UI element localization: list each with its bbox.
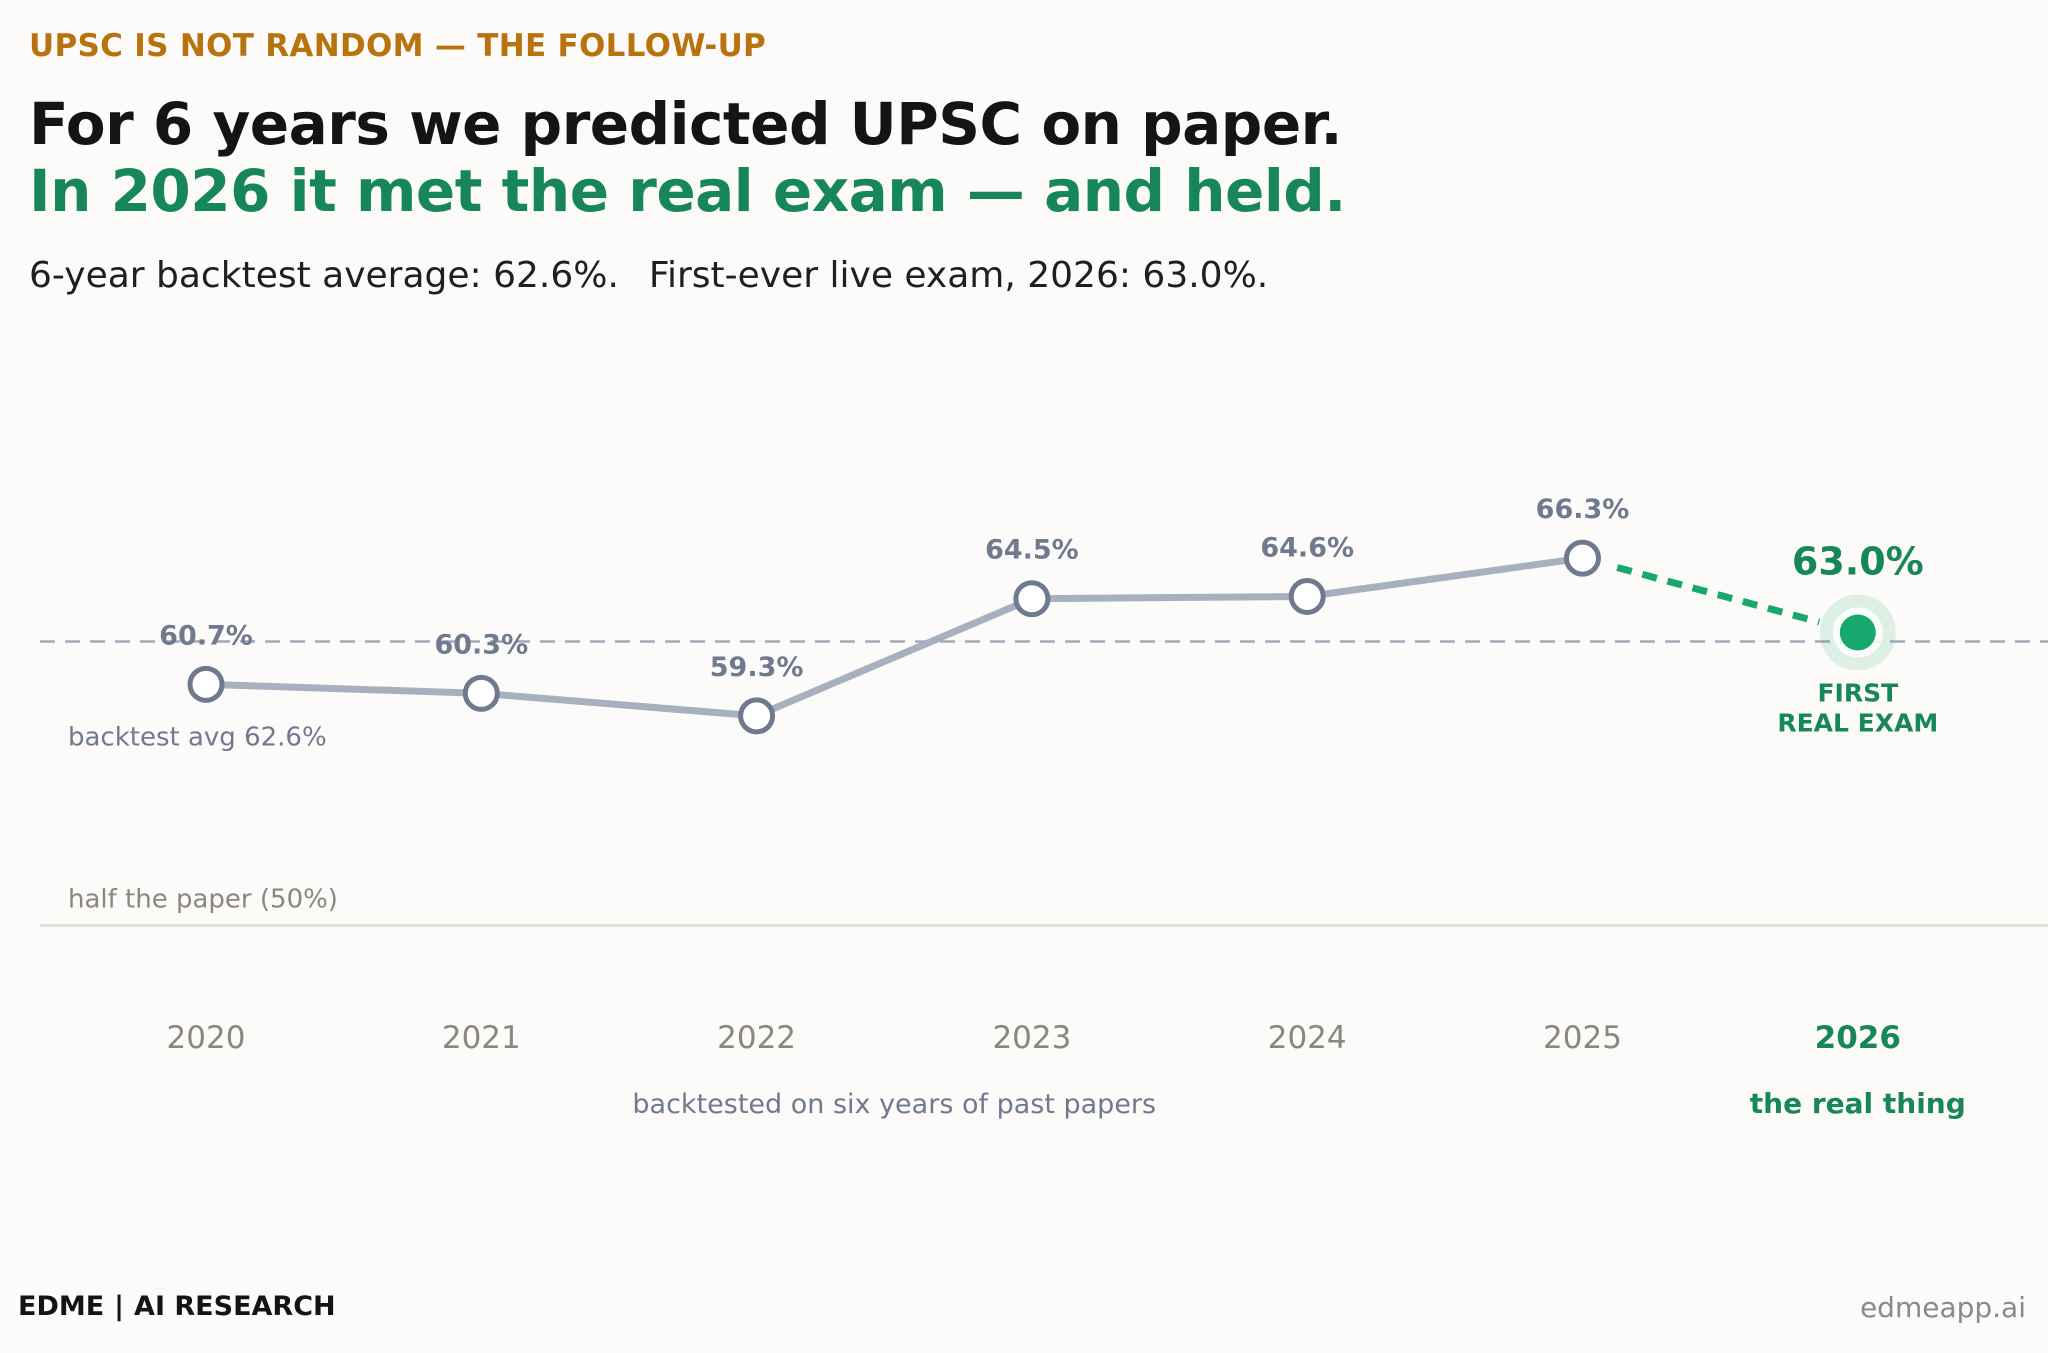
x-tick-2023: 2023 [992,1020,1071,1056]
live-exam-connector [1616,564,1821,626]
subtitle-backtest-average: 6-year backtest average: 62.6%. [29,255,619,296]
live-point-2026 [1839,614,1876,651]
subtitle-live-exam: First-ever live exam, 2026: 63.0%. [648,255,1269,296]
x-tick-2026: 2026 [1815,1020,1901,1056]
brand-team: AI RESEARCH [134,1291,336,1322]
brand-name: EDME [18,1291,105,1322]
value-label-2026: 63.0% [1792,539,1924,583]
first-real-exam-label-line-1: FIRST [1817,678,1898,707]
x-tick-2025: 2025 [1543,1020,1622,1056]
x-tick-2020: 2020 [167,1020,246,1056]
backtest-series-line [202,554,1586,720]
x-tick-2022: 2022 [717,1020,796,1056]
backtest-point-2025 [1564,539,1601,577]
value-label-2021: 60.3% [434,629,528,660]
backtest-point-2024 [1288,577,1326,615]
backtest-point-2021 [462,674,500,712]
backtest-point-2022 [738,697,776,735]
value-label-2024: 64.6% [1260,532,1354,563]
half-paper-label: half the paper (50%) [68,884,338,914]
subtitle: 6-year backtest average: 62.6%. First-eve… [29,255,1268,296]
footer-url: edmeapp.ai [1859,1291,2026,1324]
brand-divider: | [114,1291,125,1322]
headline-line-1: For 6 years we predicted UPSC on paper. [29,90,1343,158]
headline-line-2: In 2026 it met the real exam — and held. [29,157,1346,225]
x-tick-2024: 2024 [1268,1020,1347,1056]
backtest-point-2023 [1013,580,1051,618]
x-tick-2021: 2021 [442,1020,521,1056]
value-label-2020: 60.7% [159,620,253,651]
backtest-caption: backtested on six years of past papers [632,1089,1156,1120]
value-label-2025: 66.3% [1536,494,1630,525]
live-caption: the real thing [1750,1087,1966,1120]
kicker: UPSC IS NOT RANDOM — THE FOLLOW-UP [29,28,767,64]
first-real-exam-label-line-2: REAL EXAM [1777,708,1938,737]
footer-brand: EDME | AI RESEARCH [18,1291,336,1322]
backtest-point-2020 [187,665,225,703]
value-label-2022: 59.3% [710,652,804,683]
backtest-average-label: backtest avg 62.6% [68,723,327,753]
value-label-2023: 64.5% [985,535,1079,566]
